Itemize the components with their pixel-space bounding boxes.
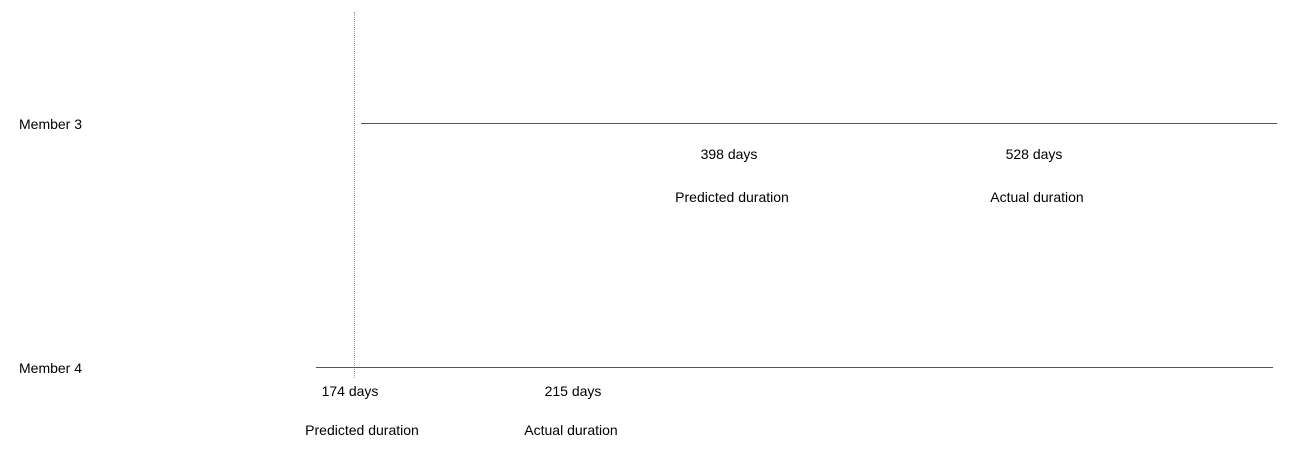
member-3-actual-label: Actual duration: [990, 189, 1084, 205]
member-4-predicted-value: 174 days: [321, 383, 379, 399]
member-4-timeline: [316, 367, 1273, 368]
member-3-label: Member 3: [19, 116, 83, 132]
member-4-predicted-label: Predicted duration: [305, 422, 419, 438]
member-3-actual-value: 528 days: [1005, 146, 1063, 162]
member-3-predicted-value: 398 days: [700, 146, 758, 162]
member-3-predicted-label: Predicted duration: [675, 189, 789, 205]
member-4-actual-label: Actual duration: [524, 422, 618, 438]
member-3-timeline: [361, 123, 1277, 124]
member-4-actual-value: 215 days: [544, 383, 602, 399]
member-4-label: Member 4: [19, 360, 83, 376]
reference-marker-line: [354, 12, 355, 378]
